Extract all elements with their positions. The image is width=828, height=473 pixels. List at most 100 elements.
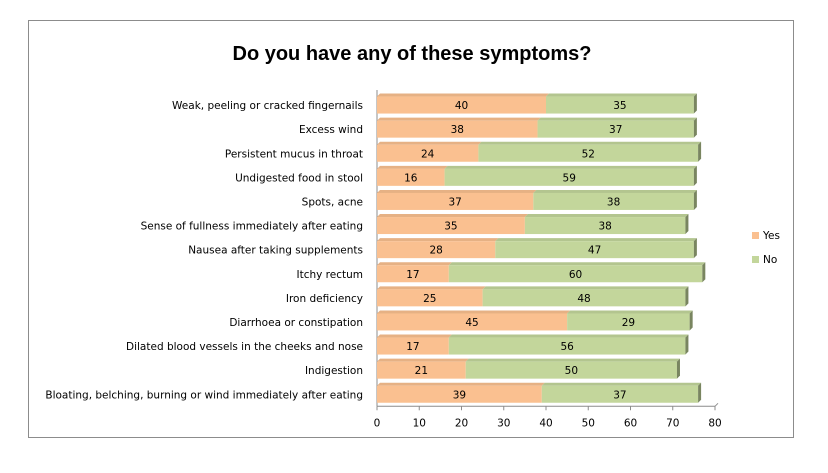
category-label: Weak, peeling or cracked fingernails [172, 100, 363, 112]
data-label-yes: 17 [406, 341, 419, 353]
data-label-no: 37 [613, 389, 626, 401]
data-label-no: 48 [577, 293, 590, 305]
x-tick-label: 0 [374, 417, 381, 429]
data-label-yes: 45 [465, 317, 478, 329]
bar-yes [377, 217, 525, 235]
bar-top-yes [377, 117, 541, 121]
bar-top-yes [377, 165, 448, 169]
bar-side-no [685, 214, 689, 235]
data-label-no: 29 [622, 317, 635, 329]
data-label-no: 37 [609, 124, 622, 136]
data-label-yes: 37 [448, 196, 461, 208]
category-label: Iron deficiency [286, 293, 363, 305]
bar-top-yes [377, 141, 482, 145]
data-label-yes: 35 [444, 221, 457, 233]
category-label: Bloating, belching, burning or wind imme… [45, 389, 363, 401]
category-label: Excess wind [299, 124, 363, 136]
category-label: Nausea after taking supplements [188, 245, 363, 257]
data-label-yes: 16 [404, 172, 418, 184]
bar-no [482, 289, 686, 307]
bar-top-yes [377, 238, 499, 242]
data-label-yes: 38 [451, 124, 464, 136]
bar-side-no [698, 382, 702, 403]
bar-top-no [537, 117, 697, 121]
x-tick-label: 50 [582, 417, 595, 429]
x-tick-label: 10 [413, 417, 426, 429]
bar-side-no [693, 238, 697, 259]
bar-no [567, 313, 690, 331]
chart-area: Do you have any of these symptoms? 0 10 20… [28, 20, 794, 438]
bar-top-no [448, 262, 706, 266]
bar-no [478, 144, 699, 162]
category-label: Dilated blood vessels in the cheeks and … [126, 341, 363, 353]
category-label: Spots, acne [302, 196, 363, 208]
bar-top-yes [377, 262, 452, 266]
bar-side-no [676, 358, 680, 379]
bar-no [448, 337, 686, 355]
legend-label-yes: Yes [762, 230, 780, 242]
bar-top-yes [377, 93, 549, 97]
bar-side-no [685, 334, 689, 355]
bar-yes [377, 385, 542, 403]
data-label-yes: 28 [429, 245, 442, 257]
bar-top-yes [377, 214, 528, 218]
bar-no [448, 265, 703, 283]
x-axis-depth-line [714, 402, 719, 407]
bar-top-yes [377, 189, 537, 193]
bar-yes [377, 144, 479, 162]
bar-side-no [693, 93, 697, 114]
data-label-yes: 17 [406, 269, 419, 281]
bar-top-no [524, 214, 689, 218]
x-tick-label: 60 [624, 417, 637, 429]
bar-yes [377, 120, 538, 138]
data-label-yes: 40 [455, 100, 468, 112]
bar-top-yes [377, 382, 545, 386]
category-label: Itchy rectum [296, 269, 363, 281]
data-label-yes: 25 [423, 293, 436, 305]
bar-yes [377, 168, 445, 186]
bar-side-no [698, 141, 702, 162]
data-label-no: 56 [560, 341, 574, 353]
bar-top-yes [377, 310, 571, 314]
x-tick-label: 70 [666, 417, 679, 429]
bar-top-yes [377, 358, 469, 362]
bar-side-no [693, 165, 697, 186]
bar-top-no [448, 334, 689, 338]
bar-yes [377, 313, 568, 331]
bar-no [546, 96, 694, 114]
bar-yes [377, 192, 534, 210]
bar-top-no [567, 310, 693, 314]
bar-no [541, 385, 699, 403]
bar-side-no [685, 286, 689, 307]
chart-svg: Do you have any of these symptoms? 0 10 20… [45, 43, 780, 429]
bar-side-no [693, 117, 697, 138]
chart-title: Do you have any of these symptoms? [233, 43, 592, 65]
x-tick-label: 80 [708, 417, 721, 429]
legend-label-no: No [763, 254, 777, 266]
bar-yes [377, 337, 449, 355]
bar-top-yes [377, 334, 452, 338]
x-tick-label: 30 [497, 417, 510, 429]
bar-yes [377, 241, 496, 259]
data-label-no: 47 [588, 245, 601, 257]
bar-top-no [465, 358, 680, 362]
bar-no [495, 241, 694, 259]
bar-top-no [478, 141, 702, 145]
data-label-yes: 21 [415, 365, 428, 377]
data-label-no: 50 [565, 365, 578, 377]
bar-top-no [546, 93, 697, 97]
data-label-no: 59 [563, 172, 576, 184]
legend-swatch-no [752, 256, 759, 263]
bar-top-no [482, 286, 689, 290]
data-label-yes: 39 [453, 389, 466, 401]
data-label-no: 38 [598, 221, 611, 233]
data-label-no: 38 [607, 196, 620, 208]
data-label-no: 35 [613, 100, 626, 112]
category-label: Indigestion [305, 365, 363, 377]
bar-no [537, 120, 694, 138]
x-tick-label: 40 [539, 417, 552, 429]
bar-side-no [689, 310, 693, 331]
category-label: Diarrhoea or constipation [229, 317, 363, 329]
legend-swatch-yes [752, 232, 759, 239]
bar-no [444, 168, 694, 186]
